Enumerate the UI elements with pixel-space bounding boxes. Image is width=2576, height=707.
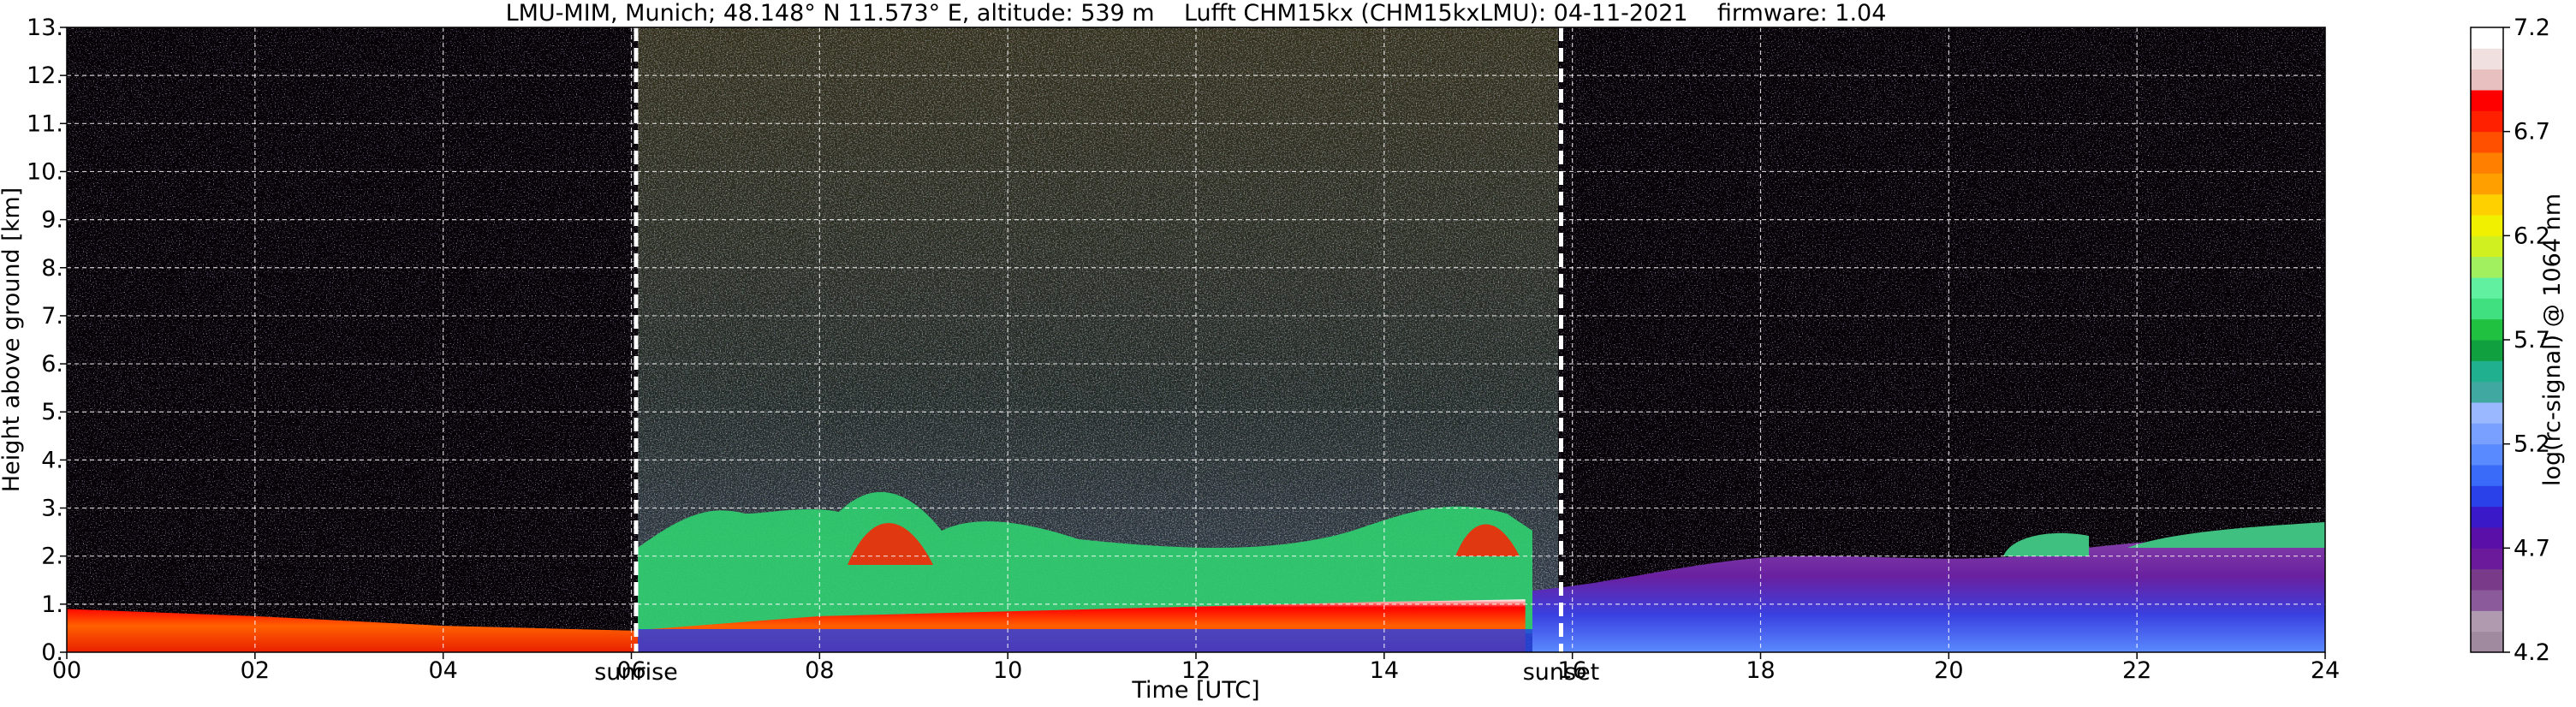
- convective-core: [848, 523, 1520, 565]
- x-tick-label: 24: [2311, 657, 2340, 684]
- y-tick-label: 2.: [41, 544, 63, 570]
- colorbar-segment: [2471, 381, 2503, 403]
- colorbar-segment: [2471, 298, 2503, 320]
- colorbar-segment: [2471, 256, 2503, 278]
- x-axis-label: Time [UTC]: [1131, 677, 1259, 704]
- colorbar-tick-label: 5.2: [2514, 431, 2550, 458]
- colorbar-segment: [2471, 527, 2503, 549]
- y-axis-ticks: 0. 1. 2. 3. 4. 5. 6. 7. 8. 9. 10. 11. 12. 13.: [27, 15, 67, 666]
- y-tick-label: 13.: [27, 15, 63, 41]
- y-tick-label: 3.: [41, 496, 63, 522]
- colorbar-segment: [2471, 68, 2503, 91]
- x-tick-label: 20: [1934, 657, 1963, 684]
- convective-aerosol: [638, 491, 1532, 633]
- colorbar-segment: [2471, 568, 2503, 591]
- y-tick-label: 0.: [41, 639, 63, 666]
- colorbar-segment: [2471, 235, 2503, 258]
- x-tick-label: 04: [428, 657, 457, 684]
- y-tick-label: 12.: [27, 62, 63, 89]
- colorbar-segment: [2471, 590, 2503, 611]
- x-tick-label: 10: [993, 657, 1022, 684]
- colorbar-segment: [2471, 340, 2503, 361]
- colorbar-segment: [2471, 27, 2503, 49]
- colorbar-segment: [2471, 215, 2503, 236]
- x-tick-label: 14: [1370, 657, 1399, 684]
- x-tick-label: 00: [52, 657, 81, 684]
- night-aerosol-layer: [1532, 526, 2325, 652]
- colorbar-label: log(rc-signal) @ 1064 nm: [2539, 193, 2566, 486]
- colorbar-segment: [2471, 131, 2503, 153]
- y-axis-label: Height above ground [km]: [0, 187, 25, 492]
- colorbar-ticks: 4.2 4.7 5.2 5.7 6.2 6.7 7.2: [2503, 15, 2550, 666]
- y-tick-label: 4.: [41, 447, 63, 473]
- colorbar-segment: [2471, 277, 2503, 299]
- colorbar-tick-label: 4.2: [2514, 639, 2550, 666]
- y-tick-label: 7.: [41, 303, 63, 330]
- y-tick-label: 6.: [41, 351, 63, 377]
- surface-layer: [638, 629, 1532, 652]
- x-tick-label: 02: [241, 657, 270, 684]
- x-tick-label: 06: [616, 657, 645, 684]
- elevated-layer-22-24h: [2127, 522, 2325, 548]
- x-tick-label: 12: [1181, 657, 1211, 684]
- x-tick-label: 18: [1746, 657, 1775, 684]
- colorbar-segment: [2471, 360, 2503, 383]
- sun-markers: sunrise sunset: [594, 27, 1599, 686]
- x-tick-label: 16: [1557, 657, 1586, 684]
- colorbar-tick-label: 4.7: [2514, 535, 2550, 561]
- y-tick-label: 8.: [41, 255, 63, 282]
- colorbar-segment: [2471, 402, 2503, 424]
- colorbar-tick-label: 6.2: [2514, 223, 2550, 249]
- colorbar-segment: [2471, 318, 2503, 341]
- x-tick-label: 22: [2122, 657, 2151, 684]
- colorbar-segment: [2471, 465, 2503, 486]
- colorbar-tick-label: 7.2: [2514, 15, 2550, 41]
- marker-label-sunset: sunset: [1523, 659, 1600, 686]
- colorbar-segment: [2471, 485, 2503, 508]
- colorbar-segment: [2471, 193, 2503, 216]
- chart-title: LMU-MIM, Munich; 48.148° N 11.573° E, al…: [506, 0, 1887, 27]
- grid-lines: [67, 27, 2325, 652]
- marker-label-sunrise: sunrise: [594, 659, 678, 686]
- y-tick-label: 5.: [41, 399, 63, 425]
- colorbar: [2471, 27, 2503, 653]
- colorbar-segment: [2471, 423, 2503, 445]
- colorbar-segment: [2471, 152, 2503, 174]
- colorbar-segment: [2471, 443, 2503, 466]
- colorbar-segment: [2471, 90, 2503, 111]
- colorbar-segment: [2471, 173, 2503, 195]
- colorbar-segment: [2471, 548, 2503, 570]
- colorbar-segment: [2471, 610, 2503, 633]
- x-tick-label: 08: [805, 657, 834, 684]
- y-tick-label: 10.: [27, 158, 63, 185]
- elevated-layer-20-21h: [2003, 532, 2089, 556]
- colorbar-segment: [2471, 631, 2503, 653]
- colorbar-tick-label: 6.7: [2514, 119, 2550, 146]
- colorbar-segment: [2471, 506, 2503, 528]
- colorbar-tick-label: 5.7: [2514, 327, 2550, 354]
- y-tick-label: 1.: [41, 591, 63, 618]
- y-tick-label: 11.: [27, 110, 63, 137]
- colorbar-segment: [2471, 48, 2503, 70]
- colorbar-segment: [2471, 110, 2503, 133]
- y-tick-label: 9.: [41, 207, 63, 234]
- x-axis-ticks: 00 02 04 06 08 10 12 14 16 18 20 22 24: [52, 652, 2340, 684]
